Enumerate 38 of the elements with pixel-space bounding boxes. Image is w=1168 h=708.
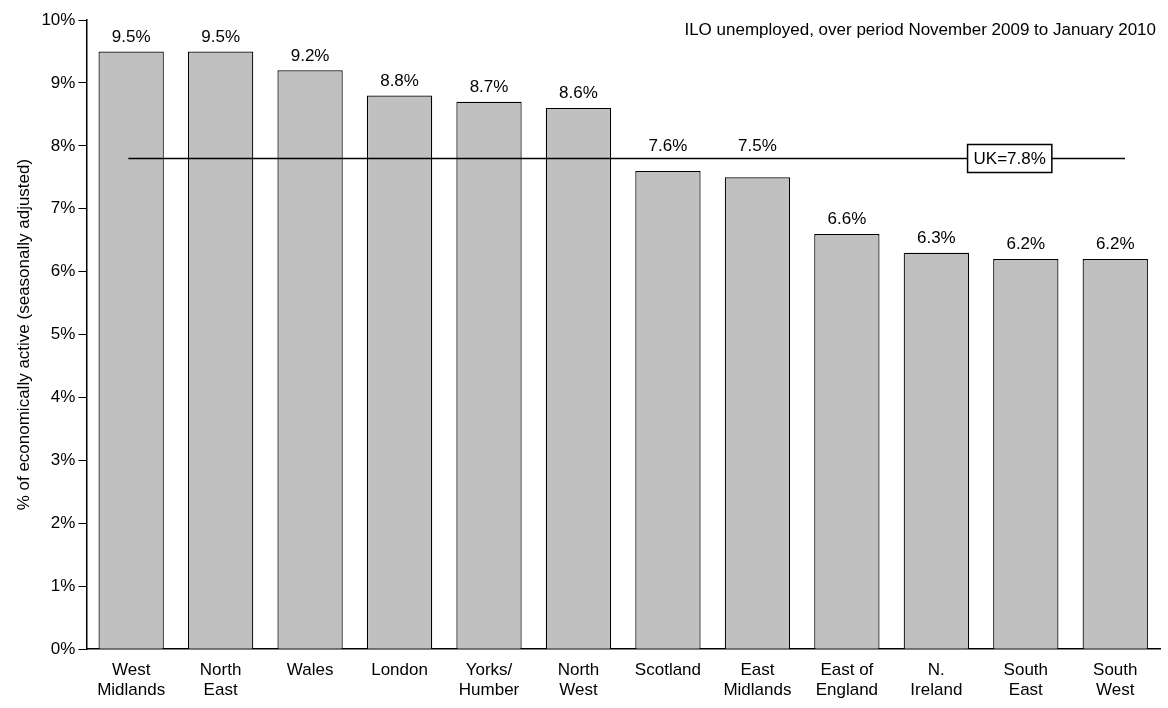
x-tick-label: East of England xyxy=(815,660,879,700)
data-label: 8.8% xyxy=(380,70,419,90)
x-tick-label: South East xyxy=(1003,660,1049,700)
data-label: 6.3% xyxy=(916,227,956,247)
x-tick-label: Wales xyxy=(286,660,334,680)
data-label: 8.7% xyxy=(469,76,509,96)
x-tick-label: Scotland xyxy=(634,660,702,680)
y-tick-label: 8% xyxy=(50,135,76,155)
y-tick-label: 6% xyxy=(50,261,76,281)
data-label: 8.6% xyxy=(559,83,598,103)
y-tick-label: 1% xyxy=(50,575,76,595)
y-tick-label: 5% xyxy=(50,324,76,344)
x-tick-label: London xyxy=(371,660,428,680)
y-tick-label: 7% xyxy=(50,198,76,218)
y-tick-label: 2% xyxy=(50,513,76,533)
annotation: ILO unemployed, over period November 2009 to January 2010 xyxy=(684,20,1156,40)
x-tick-label: South West xyxy=(1093,660,1138,700)
x-tick-label: West Midlands xyxy=(97,660,166,700)
data-label: 6.6% xyxy=(827,209,867,229)
y-tick-label: 3% xyxy=(50,450,76,470)
x-tick-label: North West xyxy=(557,660,600,700)
data-label: 9.2% xyxy=(290,45,330,65)
ref-line-label: UK=7.8% xyxy=(973,149,1046,169)
x-tick-label: North East xyxy=(199,660,242,700)
data-label: 9.5% xyxy=(111,26,151,46)
y-tick-label: 9% xyxy=(50,72,76,92)
data-label: 6.2% xyxy=(1095,234,1135,254)
x-tick-label: East Midlands xyxy=(723,660,792,700)
data-label: 6.2% xyxy=(1006,234,1046,254)
y-tick-label: 4% xyxy=(50,387,76,407)
data-label: 7.6% xyxy=(648,135,688,155)
x-tick-label: Yorks/ Humber xyxy=(458,660,520,700)
y-tick-label: 0% xyxy=(50,638,76,658)
data-label: 9.5% xyxy=(201,26,240,46)
y-axis-title: % of economically active (seasonally adjusted) xyxy=(13,158,33,511)
y-tick-label: 10% xyxy=(41,9,76,29)
data-label: 7.5% xyxy=(738,135,777,155)
x-tick-label: N. Ireland xyxy=(910,660,963,700)
